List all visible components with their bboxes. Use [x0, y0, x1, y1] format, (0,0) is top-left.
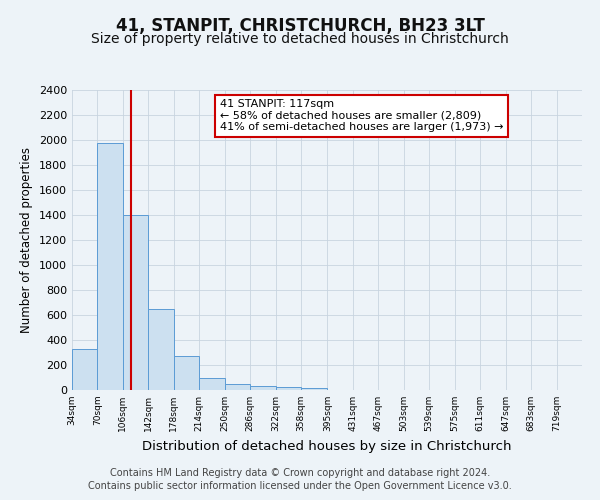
Bar: [72, 350, 97, 390]
Bar: [199, 378, 225, 390]
Text: Size of property relative to detached houses in Christchurch: Size of property relative to detached ho…: [91, 32, 509, 46]
Bar: [97, 143, 123, 390]
Bar: [123, 215, 148, 390]
Y-axis label: Number of detached properties: Number of detached properties: [20, 147, 34, 333]
Bar: [301, 388, 328, 390]
Bar: [174, 356, 199, 390]
Bar: [148, 308, 174, 390]
Text: Contains public sector information licensed under the Open Government Licence v3: Contains public sector information licen…: [88, 481, 512, 491]
Bar: [250, 386, 276, 390]
Text: Contains HM Land Registry data © Crown copyright and database right 2024.: Contains HM Land Registry data © Crown c…: [110, 468, 490, 477]
Bar: [276, 387, 301, 390]
X-axis label: Distribution of detached houses by size in Christchurch: Distribution of detached houses by size …: [142, 440, 512, 452]
Text: 41 STANPIT: 117sqm
← 58% of detached houses are smaller (2,809)
41% of semi-deta: 41 STANPIT: 117sqm ← 58% of detached hou…: [220, 99, 503, 132]
Bar: [225, 384, 250, 390]
Text: 41, STANPIT, CHRISTCHURCH, BH23 3LT: 41, STANPIT, CHRISTCHURCH, BH23 3LT: [116, 18, 484, 36]
